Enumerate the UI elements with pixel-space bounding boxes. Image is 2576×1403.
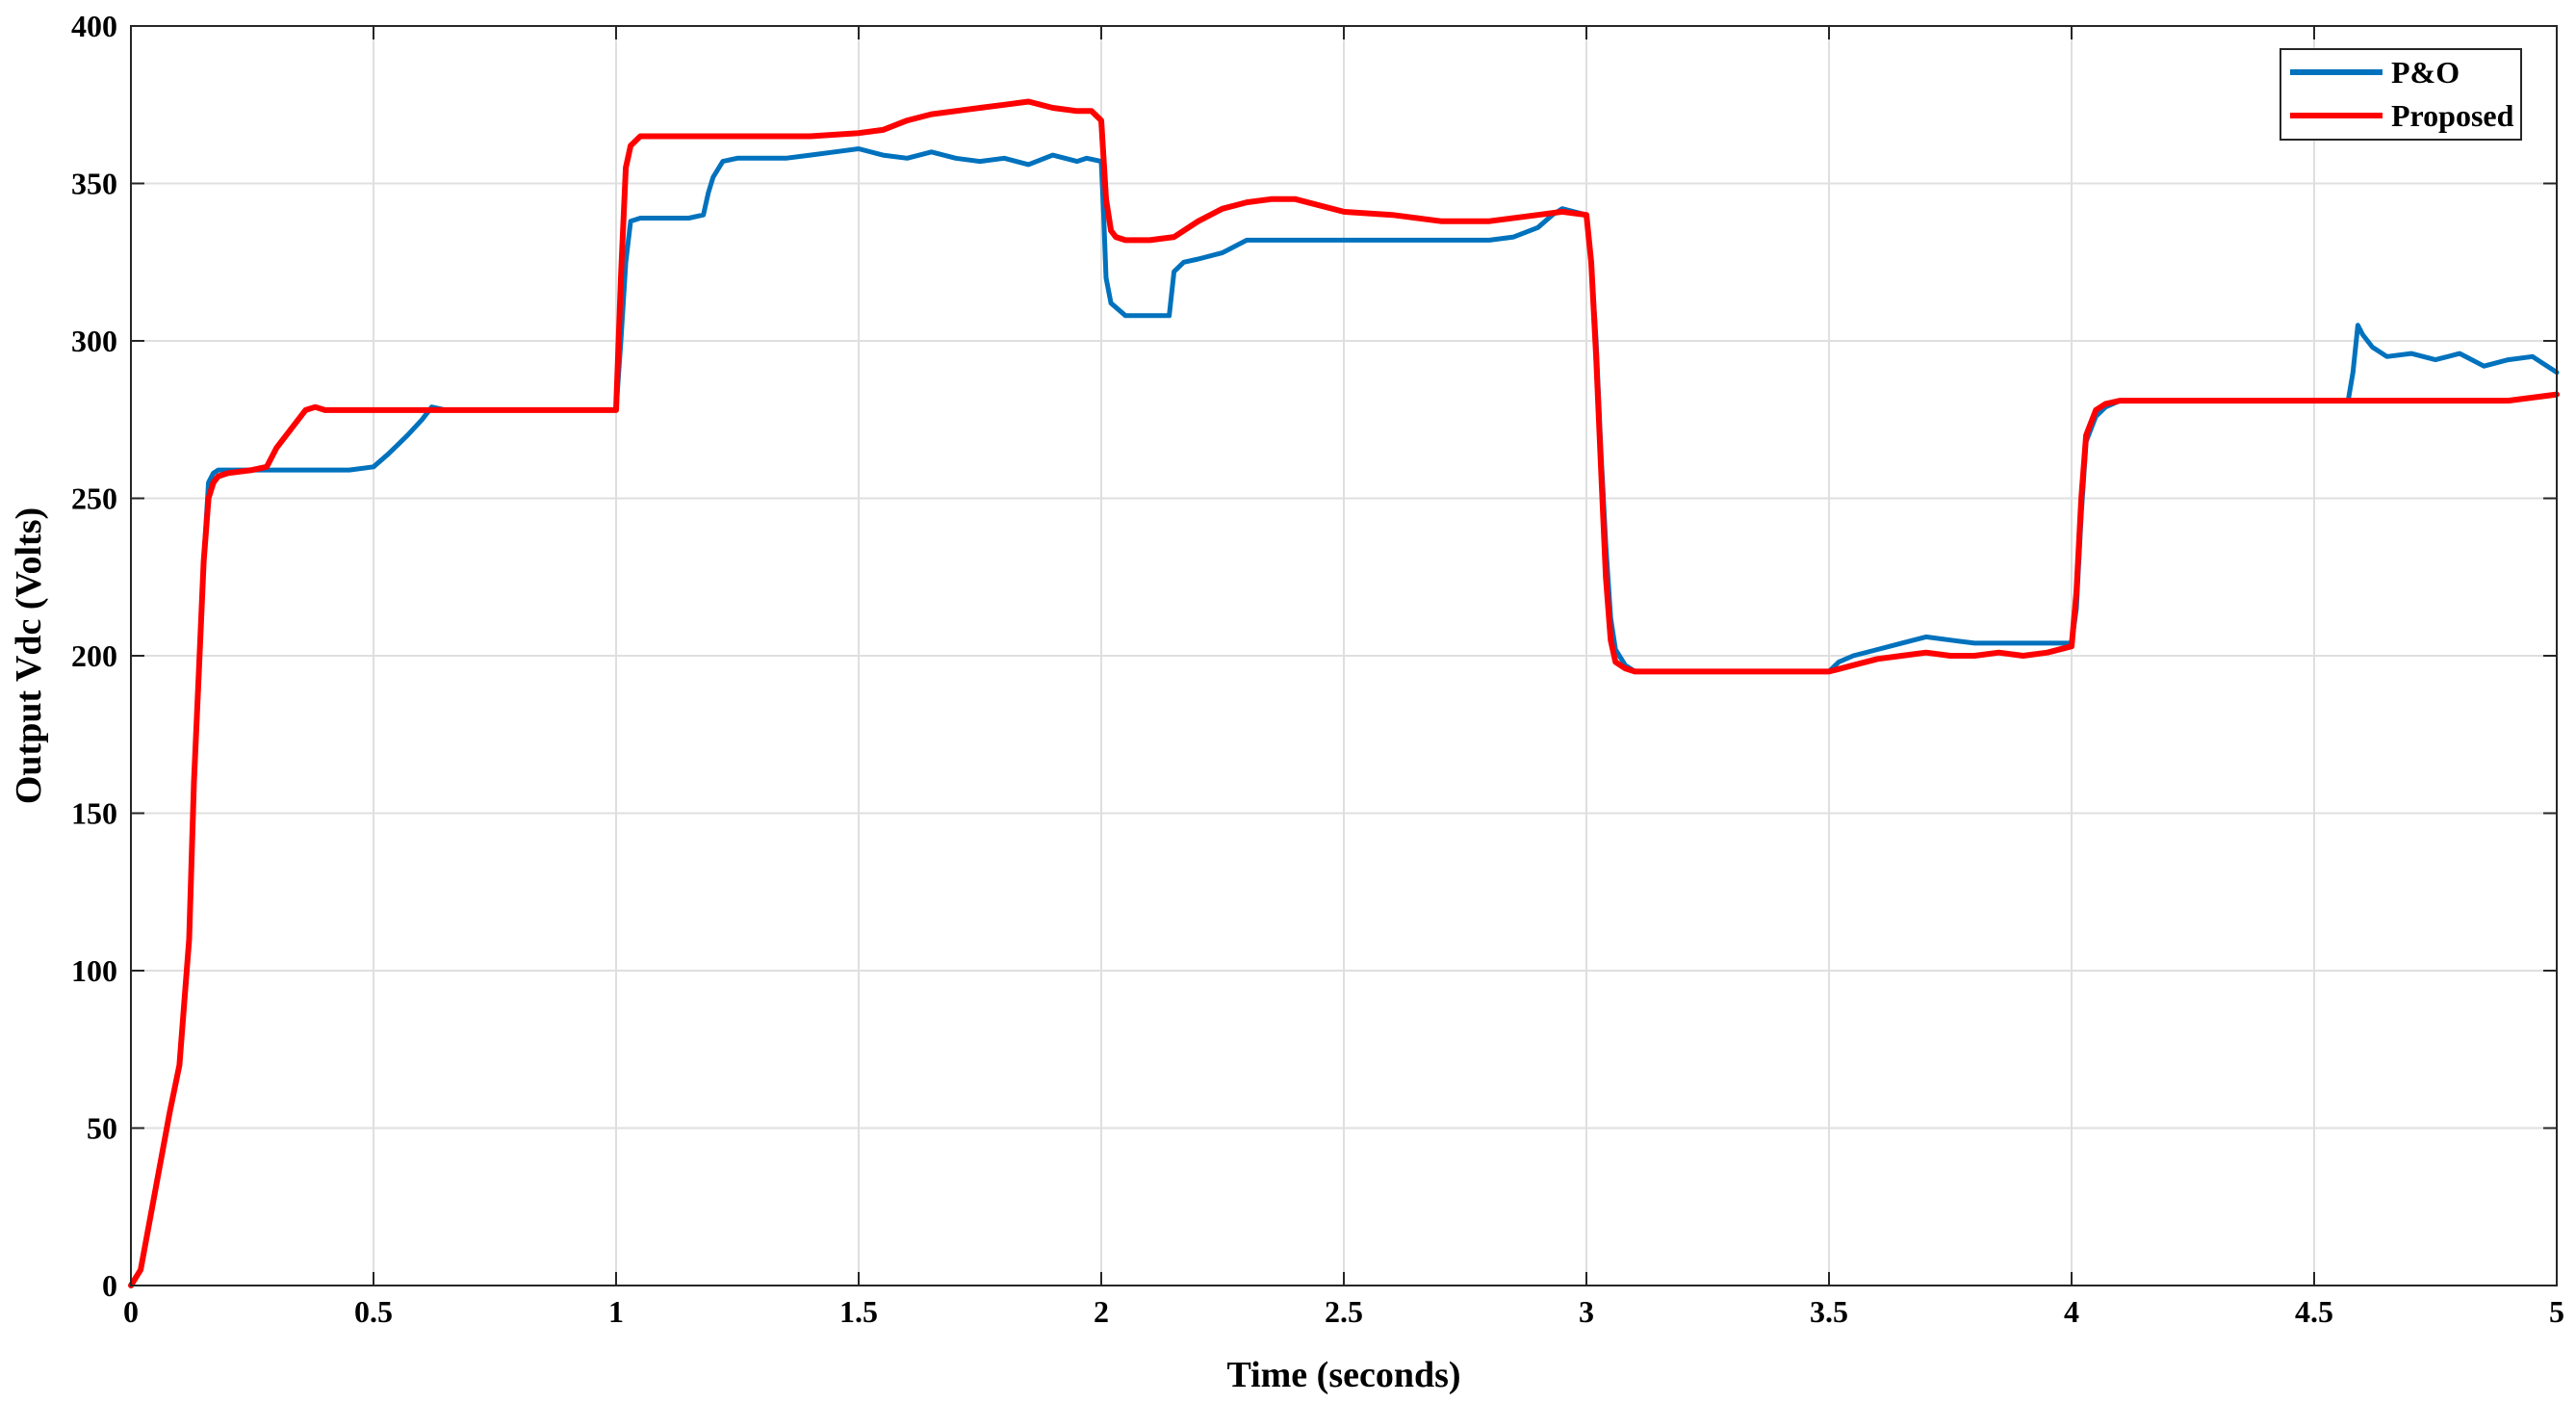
x-tick-label: 2.5 xyxy=(1325,1294,1363,1329)
y-tick-label: 150 xyxy=(71,796,117,831)
series-line-proposed xyxy=(128,98,2560,1288)
x-tick-label: 5 xyxy=(2549,1294,2564,1329)
y-axis-title: Output Vdc (Volts) xyxy=(9,507,49,804)
x-tick-labels: 0 0.5 1 1.5 2 2.5 3 3.5 4 4.5 5 xyxy=(123,1294,2564,1329)
legend-box xyxy=(2280,48,2522,141)
x-tick-label: 1 xyxy=(608,1294,624,1329)
legend-label: Proposed xyxy=(2391,98,2514,133)
x-tick-label: 4 xyxy=(2064,1294,2079,1329)
series-layer xyxy=(128,98,2560,1288)
y-tick-label: 350 xyxy=(71,167,117,201)
legend-label: P&O xyxy=(2391,55,2460,90)
x-tick-label: 4.5 xyxy=(2295,1294,2333,1329)
y-tick-label: 250 xyxy=(71,481,117,516)
y-tick-label: 400 xyxy=(71,9,117,43)
y-tick-label: 50 xyxy=(87,1111,117,1146)
x-tick-label: 0 xyxy=(123,1294,139,1329)
y-tick-label: 200 xyxy=(71,638,117,673)
x-axis-title: Time (seconds) xyxy=(1226,1355,1460,1395)
legend: P&O Proposed xyxy=(2280,48,2522,141)
y-tick-labels: 0 50 100 150 200 250 300 350 400 xyxy=(71,9,117,1303)
y-tick-label: 0 xyxy=(102,1268,117,1303)
x-tick-label: 1.5 xyxy=(839,1294,878,1329)
x-tick-label: 2 xyxy=(1094,1294,1109,1329)
x-tick-label: 3 xyxy=(1579,1294,1594,1329)
y-tick-label: 300 xyxy=(71,324,117,358)
y-tick-label: 100 xyxy=(71,953,117,988)
x-tick-label: 0.5 xyxy=(354,1294,393,1329)
ticks xyxy=(130,25,2558,1286)
x-tick-label: 3.5 xyxy=(1810,1294,1848,1329)
